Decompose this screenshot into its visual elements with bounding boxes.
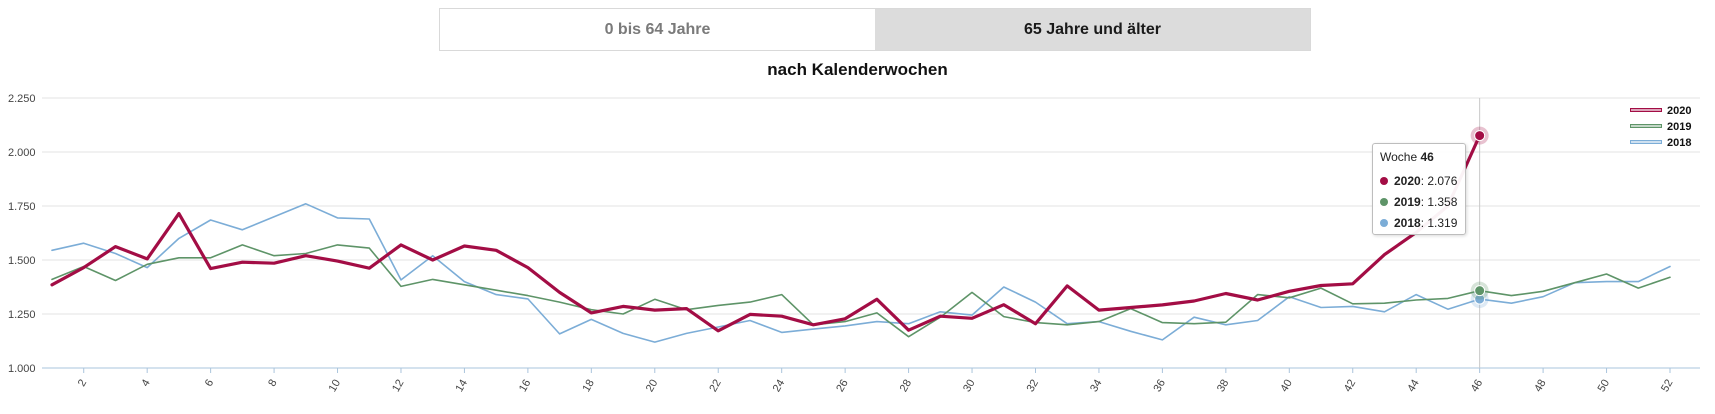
- x-tick-label-8: 8: [266, 378, 279, 389]
- tooltip-value-2019: 1.358: [1427, 194, 1458, 209]
- age-group-tabs: 0 bis 64 Jahre 65 Jahre und älter: [439, 8, 1311, 51]
- x-tick-label-44: 44: [1405, 378, 1422, 395]
- tooltip-series-2018: 2018: [1394, 215, 1421, 230]
- x-tick-label-48: 48: [1532, 378, 1549, 395]
- x-tick-label-32: 32: [1025, 378, 1042, 395]
- series-line-2018: [51, 203, 1671, 343]
- tab-65-und-aelter[interactable]: 65 Jahre und älter: [875, 9, 1310, 50]
- tooltip-row-2019: 2019: 1.358: [1380, 191, 1458, 212]
- tooltip-value-2018: 1.319: [1427, 215, 1458, 230]
- tooltip-week-label: Woche: [1380, 150, 1418, 164]
- y-tick-label-1750: 1.750: [8, 201, 36, 213]
- tooltip-header: Woche 46: [1380, 150, 1458, 164]
- x-tick-label-4: 4: [139, 378, 152, 389]
- x-tick-label-2: 2: [76, 378, 89, 389]
- x-tick-label-14: 14: [454, 378, 471, 395]
- y-tick-label-2000: 2.000: [8, 147, 36, 159]
- tooltip-series-2020: 2020: [1394, 173, 1421, 188]
- x-tick-label-36: 36: [1151, 378, 1168, 395]
- tooltip-dot-2020: [1380, 176, 1388, 185]
- series-line-2020: [50, 134, 1482, 333]
- x-tick-label-30: 30: [961, 378, 978, 395]
- tooltip-row-2020: 2020: 2.076: [1380, 170, 1458, 191]
- legend-label-2019: 2019: [1667, 121, 1691, 133]
- x-tick-label-42: 42: [1342, 378, 1359, 395]
- x-tick-label-18: 18: [580, 378, 597, 395]
- tooltip-row-2018: 2018: 1.319: [1380, 212, 1458, 233]
- y-tick-label-1000: 1.000: [8, 363, 36, 375]
- x-tick-label-10: 10: [327, 378, 344, 395]
- tooltip-dot-2019: [1380, 197, 1388, 206]
- tooltip: Woche 46 2020: 2.076 2019: 1.358 2018: 1…: [1372, 143, 1466, 235]
- legend-label-2018: 2018: [1667, 137, 1691, 149]
- x-tick-label-6: 6: [203, 378, 216, 389]
- tooltip-series-2019: 2019: [1394, 194, 1421, 209]
- x-tick-label-52: 52: [1659, 378, 1676, 395]
- legend-label-2020: 2020: [1667, 105, 1691, 117]
- x-tick-label-22: 22: [707, 378, 724, 395]
- marker-point-2019: [1474, 285, 1486, 297]
- x-tick-label-38: 38: [1215, 378, 1232, 395]
- x-tick-label-12: 12: [390, 378, 407, 395]
- tooltip-value-2020: 2.076: [1427, 173, 1458, 188]
- tooltip-week-value: 46: [1420, 150, 1434, 164]
- x-tick-label-16: 16: [517, 378, 534, 395]
- y-tick-label-1250: 1.250: [8, 309, 36, 321]
- x-tick-label-26: 26: [834, 378, 851, 395]
- x-tick-label-40: 40: [1278, 378, 1295, 395]
- x-tick-label-20: 20: [644, 378, 661, 395]
- tab-0-bis-64[interactable]: 0 bis 64 Jahre: [440, 9, 875, 50]
- series-line-2019: [51, 244, 1671, 338]
- x-tick-label-34: 34: [1088, 378, 1105, 395]
- tooltip-dot-2018: [1380, 218, 1388, 227]
- x-tick-label-24: 24: [771, 378, 788, 395]
- y-tick-label-2250: 2.250: [8, 93, 36, 105]
- x-tick-label-28: 28: [898, 378, 915, 395]
- chart-title: nach Kalenderwochen: [767, 60, 948, 79]
- y-tick-label-1500: 1.500: [8, 255, 36, 267]
- x-tick-label-50: 50: [1596, 378, 1613, 395]
- marker-point-2020: [1474, 130, 1486, 142]
- x-tick-label-46: 46: [1469, 378, 1486, 395]
